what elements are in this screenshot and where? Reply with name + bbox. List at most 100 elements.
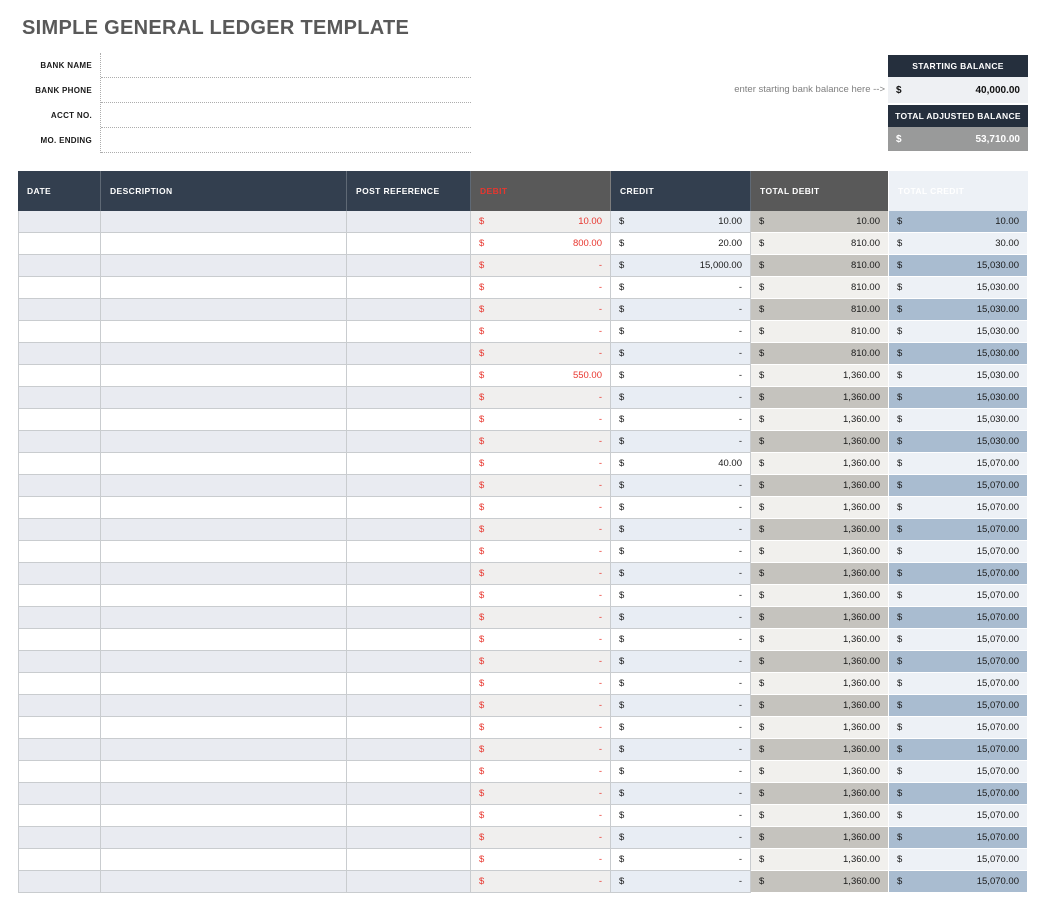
cell-debit[interactable]: $550.00 [471, 365, 611, 387]
cell-debit[interactable]: $ - [471, 299, 611, 321]
cell-post-reference[interactable] [347, 585, 471, 607]
cell-total-credit[interactable]: $15,030.00 [889, 365, 1028, 387]
cell-total-credit[interactable]: $30.00 [889, 233, 1028, 255]
cell-total-debit[interactable]: $1,360.00 [751, 805, 889, 827]
cell-total-debit[interactable]: $810.00 [751, 277, 889, 299]
cell-credit[interactable]: $40.00 [611, 453, 751, 475]
cell-debit[interactable]: $ - [471, 629, 611, 651]
cell-description[interactable] [101, 563, 347, 585]
cell-post-reference[interactable] [347, 871, 471, 893]
cell-total-credit[interactable]: $15,070.00 [889, 563, 1028, 585]
cell-total-debit[interactable]: $1,360.00 [751, 849, 889, 871]
cell-total-credit[interactable]: $15,070.00 [889, 519, 1028, 541]
bank-name-field[interactable] [101, 53, 471, 78]
cell-total-debit[interactable]: $810.00 [751, 299, 889, 321]
cell-post-reference[interactable] [347, 695, 471, 717]
cell-debit[interactable]: $ - [471, 585, 611, 607]
cell-date[interactable] [18, 629, 101, 651]
cell-total-credit[interactable]: $15,030.00 [889, 255, 1028, 277]
cell-post-reference[interactable] [347, 717, 471, 739]
cell-total-credit[interactable]: $15,030.00 [889, 409, 1028, 431]
cell-date[interactable] [18, 233, 101, 255]
cell-description[interactable] [101, 299, 347, 321]
cell-date[interactable] [18, 497, 101, 519]
cell-total-credit[interactable]: $15,070.00 [889, 717, 1028, 739]
cell-description[interactable] [101, 519, 347, 541]
cell-date[interactable] [18, 387, 101, 409]
mo-ending-field[interactable] [101, 128, 471, 153]
cell-date[interactable] [18, 695, 101, 717]
cell-total-credit[interactable]: $15,030.00 [889, 277, 1028, 299]
cell-description[interactable] [101, 255, 347, 277]
cell-credit[interactable]: $ - [611, 673, 751, 695]
cell-post-reference[interactable] [347, 365, 471, 387]
cell-post-reference[interactable] [347, 629, 471, 651]
cell-date[interactable] [18, 277, 101, 299]
cell-date[interactable] [18, 849, 101, 871]
cell-credit[interactable]: $ - [611, 431, 751, 453]
cell-total-debit[interactable]: $1,360.00 [751, 387, 889, 409]
cell-post-reference[interactable] [347, 299, 471, 321]
cell-total-credit[interactable]: $15,070.00 [889, 541, 1028, 563]
cell-total-credit[interactable]: $15,030.00 [889, 343, 1028, 365]
cell-total-debit[interactable]: $1,360.00 [751, 871, 889, 893]
cell-total-debit[interactable]: $1,360.00 [751, 739, 889, 761]
cell-total-debit[interactable]: $1,360.00 [751, 541, 889, 563]
cell-post-reference[interactable] [347, 739, 471, 761]
cell-date[interactable] [18, 343, 101, 365]
cell-description[interactable] [101, 585, 347, 607]
cell-credit[interactable]: $ - [611, 629, 751, 651]
cell-post-reference[interactable] [347, 541, 471, 563]
cell-debit[interactable]: $ - [471, 541, 611, 563]
cell-credit[interactable]: $15,000.00 [611, 255, 751, 277]
cell-description[interactable] [101, 849, 347, 871]
cell-credit[interactable]: $ - [611, 585, 751, 607]
cell-post-reference[interactable] [347, 233, 471, 255]
cell-description[interactable] [101, 277, 347, 299]
cell-description[interactable] [101, 783, 347, 805]
cell-credit[interactable]: $10.00 [611, 211, 751, 233]
cell-total-credit[interactable]: $15,070.00 [889, 607, 1028, 629]
cell-debit[interactable]: $ - [471, 871, 611, 893]
cell-credit[interactable]: $ - [611, 541, 751, 563]
cell-credit[interactable]: $ - [611, 475, 751, 497]
cell-total-debit[interactable]: $810.00 [751, 321, 889, 343]
cell-debit[interactable]: $ - [471, 783, 611, 805]
cell-credit[interactable]: $ - [611, 365, 751, 387]
cell-description[interactable] [101, 805, 347, 827]
cell-credit[interactable]: $ - [611, 827, 751, 849]
cell-description[interactable] [101, 629, 347, 651]
cell-description[interactable] [101, 453, 347, 475]
cell-debit[interactable]: $ - [471, 409, 611, 431]
bank-phone-field[interactable] [101, 78, 471, 103]
cell-description[interactable] [101, 431, 347, 453]
cell-credit[interactable]: $ - [611, 277, 751, 299]
cell-credit[interactable]: $ - [611, 761, 751, 783]
cell-debit[interactable]: $ - [471, 475, 611, 497]
cell-date[interactable] [18, 541, 101, 563]
cell-date[interactable] [18, 827, 101, 849]
cell-post-reference[interactable] [347, 783, 471, 805]
cell-post-reference[interactable] [347, 387, 471, 409]
cell-credit[interactable]: $ - [611, 717, 751, 739]
cell-post-reference[interactable] [347, 607, 471, 629]
cell-date[interactable] [18, 519, 101, 541]
cell-total-credit[interactable]: $15,070.00 [889, 761, 1028, 783]
cell-debit[interactable]: $ - [471, 695, 611, 717]
cell-debit[interactable]: $ - [471, 827, 611, 849]
cell-credit[interactable]: $ - [611, 871, 751, 893]
cell-total-debit[interactable]: $1,360.00 [751, 783, 889, 805]
cell-post-reference[interactable] [347, 409, 471, 431]
cell-total-credit[interactable]: $15,070.00 [889, 585, 1028, 607]
cell-description[interactable] [101, 497, 347, 519]
cell-post-reference[interactable] [347, 321, 471, 343]
cell-credit[interactable]: $ - [611, 409, 751, 431]
cell-total-credit[interactable]: $15,070.00 [889, 629, 1028, 651]
cell-total-credit[interactable]: $15,070.00 [889, 783, 1028, 805]
cell-post-reference[interactable] [347, 211, 471, 233]
cell-total-debit[interactable]: $1,360.00 [751, 431, 889, 453]
cell-post-reference[interactable] [347, 761, 471, 783]
cell-description[interactable] [101, 717, 347, 739]
cell-debit[interactable]: $ - [471, 607, 611, 629]
cell-date[interactable] [18, 431, 101, 453]
